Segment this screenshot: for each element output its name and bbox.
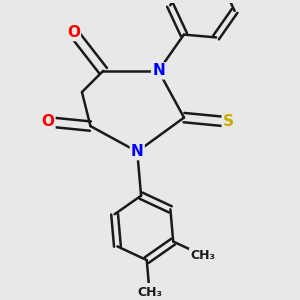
Text: N: N: [152, 63, 165, 78]
Text: S: S: [223, 114, 234, 129]
Text: CH₃: CH₃: [190, 249, 215, 262]
Text: N: N: [131, 144, 144, 159]
Text: O: O: [41, 114, 54, 129]
Text: O: O: [67, 25, 80, 40]
Text: CH₃: CH₃: [137, 286, 162, 299]
